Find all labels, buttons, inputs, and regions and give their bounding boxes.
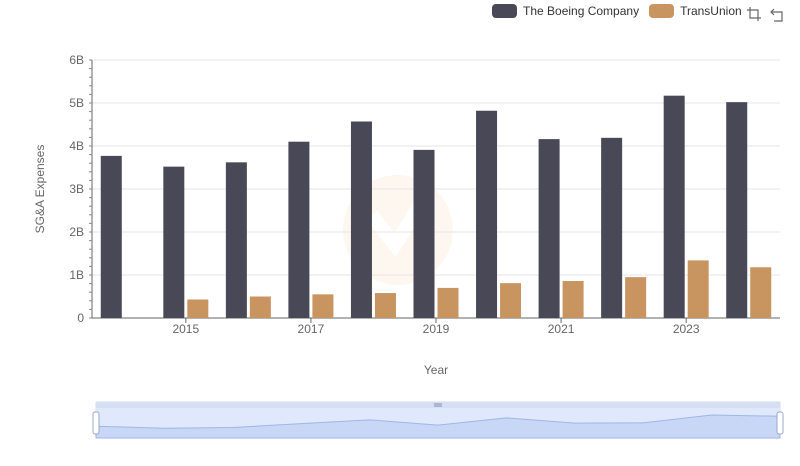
- bar-boeing: [413, 149, 435, 318]
- y-tick-label: 6B: [69, 53, 84, 67]
- x-tick-label: 2023: [673, 322, 700, 336]
- bar-boeing: [726, 102, 748, 318]
- y-axis-label: SG&A Expenses: [33, 145, 47, 234]
- legend-item-boeing[interactable]: The Boeing Company: [492, 4, 639, 18]
- bar-boeing: [225, 162, 247, 318]
- bar-transunion: [374, 293, 396, 318]
- bar-boeing: [288, 141, 310, 318]
- y-tick-label: 3B: [69, 182, 84, 196]
- slider-handle-right[interactable]: [776, 411, 784, 435]
- zoom-icon[interactable]: [746, 6, 762, 22]
- legend-swatch-transunion: [649, 4, 675, 18]
- y-tick-label: 0: [77, 311, 84, 325]
- bar-boeing: [476, 110, 498, 319]
- legend-label-boeing: The Boeing Company: [523, 4, 640, 18]
- x-tick-label: 2017: [298, 322, 325, 336]
- x-tick-label: 2019: [423, 322, 450, 336]
- bar-transunion: [437, 287, 459, 318]
- bar-boeing: [350, 121, 372, 319]
- legend: The Boeing Company TransUnion: [492, 4, 742, 18]
- data-zoom-slider[interactable]: [92, 401, 784, 439]
- bar-transunion: [312, 294, 334, 318]
- bar-transunion: [625, 277, 647, 318]
- legend-item-transunion[interactable]: TransUnion: [649, 4, 742, 18]
- slider-preview-line: [95, 414, 781, 439]
- bar-boeing: [100, 155, 122, 318]
- x-axis-label: Year: [424, 363, 448, 377]
- toolbox: [746, 6, 786, 22]
- slider-handle-left[interactable]: [92, 411, 100, 435]
- x-tick-label: 2021: [548, 322, 575, 336]
- slider-top-grip[interactable]: [434, 403, 442, 407]
- bars: [100, 95, 772, 319]
- y-tick-label: 4B: [69, 139, 84, 153]
- bar-transunion: [500, 283, 522, 318]
- legend-swatch-boeing: [492, 4, 517, 18]
- bar-boeing: [163, 166, 185, 318]
- bar-transunion: [249, 296, 271, 318]
- bar-boeing: [663, 95, 685, 318]
- bar-transunion: [562, 281, 584, 318]
- x-axis: 2015 2017 2019 2021 2023: [92, 317, 780, 336]
- bar-boeing: [601, 137, 623, 318]
- y-tick-label: 2B: [69, 225, 84, 239]
- bar-transunion: [687, 260, 709, 318]
- legend-label-transunion: TransUnion: [680, 4, 742, 18]
- y-tick-label: 5B: [69, 96, 84, 110]
- bar-transunion: [187, 299, 209, 318]
- bar-transunion: [750, 267, 772, 318]
- bar-boeing: [538, 139, 560, 318]
- restore-icon[interactable]: [770, 6, 786, 22]
- x-tick-label: 2015: [172, 322, 199, 336]
- y-tick-label: 1B: [69, 268, 84, 282]
- y-axis: 0 1B 2B 3B 4B 5B 6B: [69, 53, 93, 325]
